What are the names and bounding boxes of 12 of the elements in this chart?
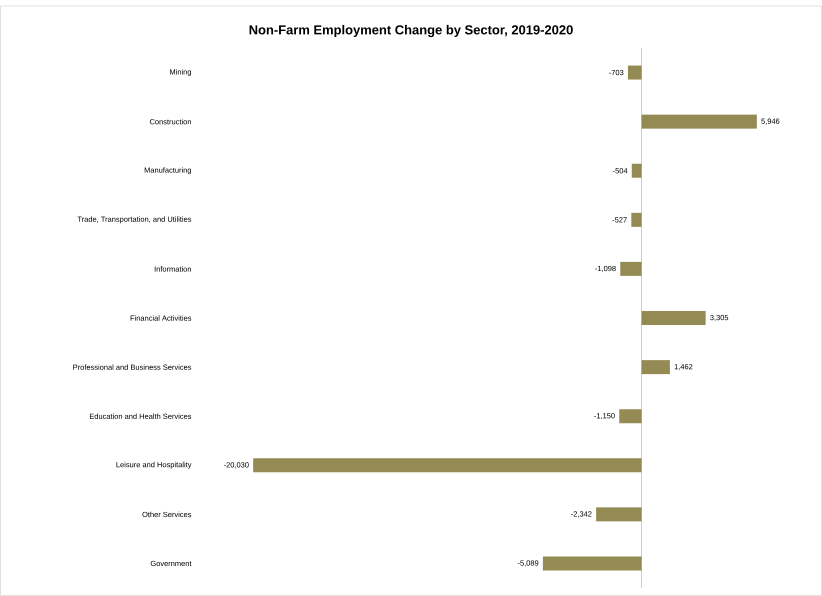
bar: [642, 360, 670, 374]
bar: [542, 556, 642, 570]
bar: [632, 164, 642, 178]
bar: [253, 458, 642, 472]
bar: [620, 262, 642, 276]
bar: [596, 507, 642, 522]
bar: [642, 311, 706, 326]
bar: [619, 409, 642, 424]
chart-title: Non-Farm Employment Change by Sector, 2019-2020: [250, 24, 573, 38]
bar: [642, 114, 757, 129]
bar: [628, 66, 642, 80]
bar: [631, 212, 642, 227]
